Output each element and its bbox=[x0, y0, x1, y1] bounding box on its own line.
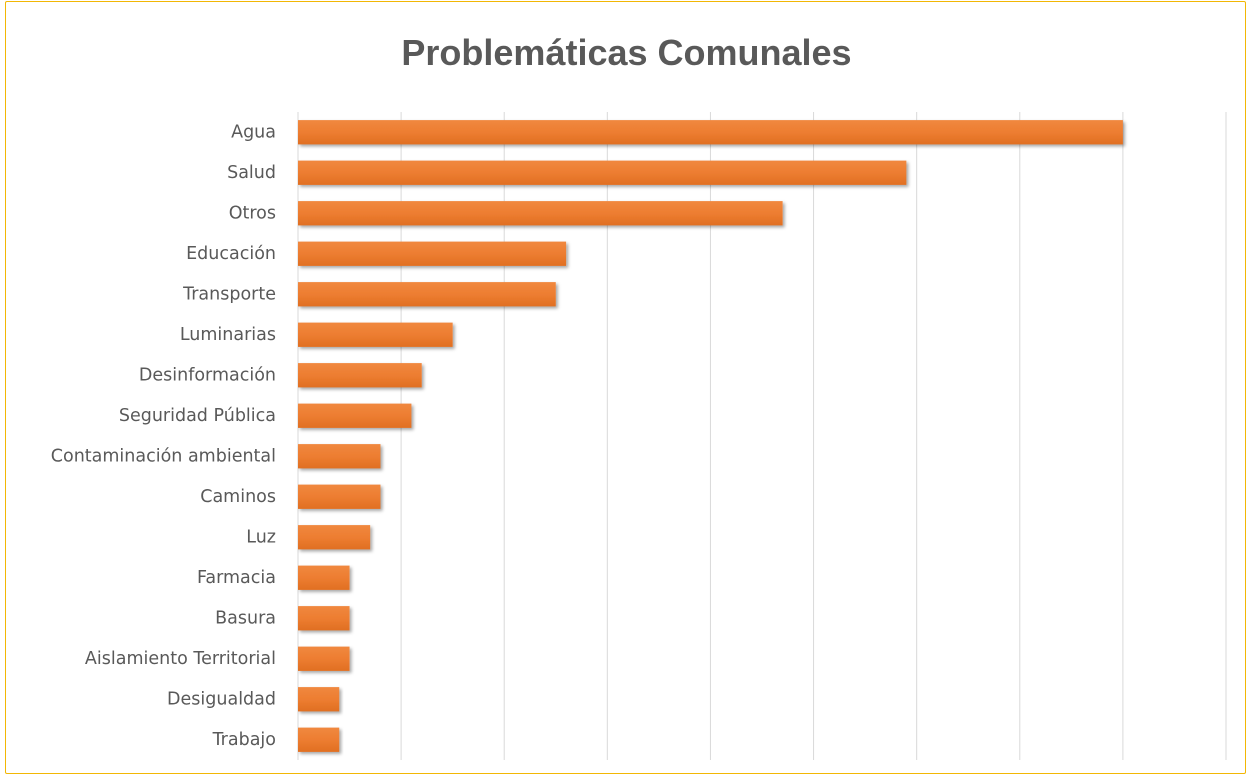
bar bbox=[298, 687, 340, 712]
bar bbox=[298, 646, 350, 671]
category-label: Contaminación ambiental bbox=[51, 446, 276, 466]
bar bbox=[298, 241, 567, 266]
bar bbox=[298, 727, 340, 752]
bar bbox=[298, 282, 556, 307]
category-label: Seguridad Pública bbox=[119, 406, 276, 426]
category-label: Desigualdad bbox=[167, 689, 276, 709]
bar bbox=[298, 444, 381, 469]
bar bbox=[298, 525, 371, 550]
bar bbox=[298, 403, 412, 428]
bars bbox=[298, 120, 1123, 752]
bar bbox=[298, 565, 350, 590]
category-label: Luminarias bbox=[180, 325, 276, 345]
category-label: Trabajo bbox=[212, 730, 276, 750]
category-label: Educación bbox=[186, 244, 276, 264]
category-label: Farmacia bbox=[197, 568, 276, 588]
category-label: Otros bbox=[229, 203, 276, 223]
bar bbox=[298, 322, 453, 347]
category-label: Caminos bbox=[200, 487, 276, 507]
bar bbox=[298, 484, 381, 509]
category-label: Transporte bbox=[182, 284, 276, 304]
category-label: Basura bbox=[215, 608, 276, 628]
category-label: Luz bbox=[246, 527, 276, 547]
category-label: Agua bbox=[231, 122, 276, 142]
bar bbox=[298, 120, 1123, 145]
category-label: Aislamiento Territorial bbox=[85, 649, 276, 669]
category-labels: Agua Salud Otros Educación Transporte Luminar… bbox=[51, 122, 276, 750]
bar bbox=[298, 160, 907, 185]
chart-title: Problemáticas Comunales bbox=[401, 32, 852, 73]
bar bbox=[298, 201, 783, 226]
bar bbox=[298, 606, 350, 631]
bar bbox=[298, 363, 422, 388]
category-label: Desinformación bbox=[139, 365, 276, 385]
gridlines bbox=[297, 112, 1227, 760]
category-label: Salud bbox=[227, 163, 276, 183]
